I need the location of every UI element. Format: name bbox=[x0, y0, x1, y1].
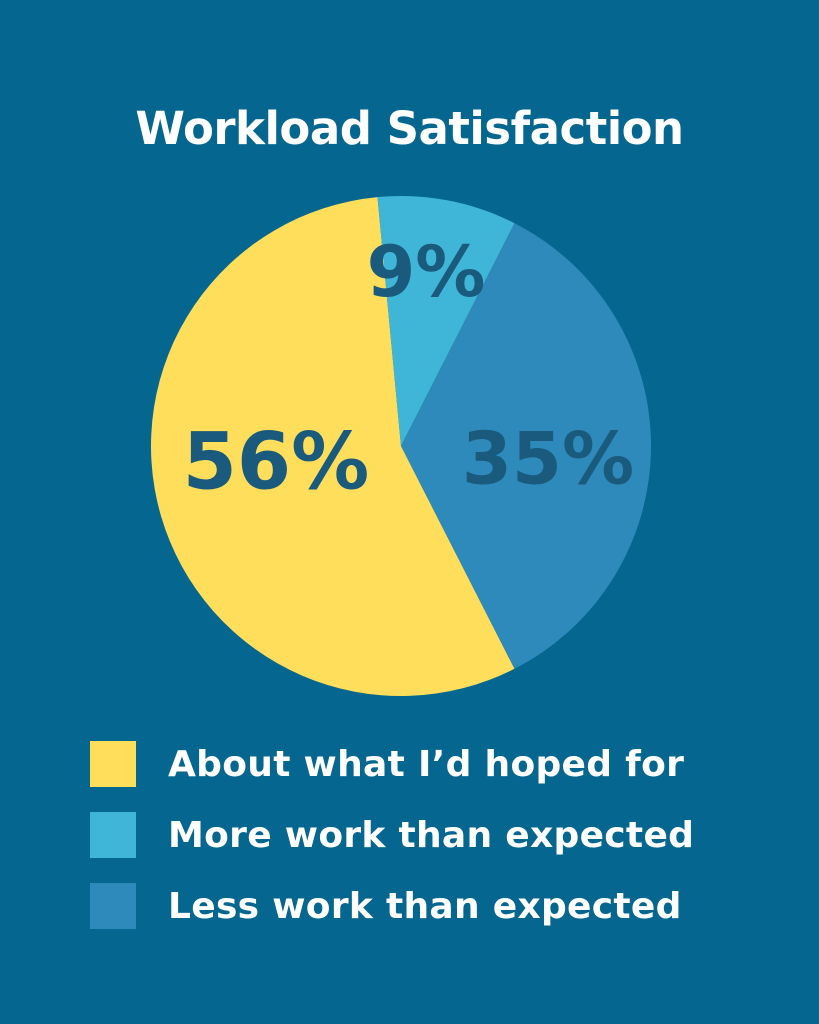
pie-slice-less-work bbox=[401, 223, 651, 669]
legend-swatch bbox=[90, 883, 136, 929]
data-label-hoped-for: 56% bbox=[183, 417, 370, 507]
pie-data-labels: 56% 9% 35% bbox=[183, 231, 635, 507]
legend-swatch bbox=[90, 812, 136, 858]
legend-swatch bbox=[90, 741, 136, 787]
legend-label: About what I’d hoped for bbox=[168, 743, 685, 785]
legend: About what I’d hoped for More work than … bbox=[90, 740, 790, 953]
legend-label: More work than expected bbox=[168, 814, 695, 856]
pie bbox=[150, 196, 651, 697]
legend-item-more-work: More work than expected bbox=[90, 811, 790, 859]
data-label-more-work: 9% bbox=[367, 231, 486, 313]
pie-slice-hoped-for bbox=[150, 197, 515, 697]
legend-item-less-work: Less work than expected bbox=[90, 882, 790, 930]
pie-slice-more-work bbox=[377, 196, 515, 446]
legend-label: Less work than expected bbox=[168, 885, 682, 927]
chart-title: Workload Satisfaction bbox=[135, 102, 684, 155]
legend-item-hoped-for: About what I’d hoped for bbox=[90, 740, 790, 788]
data-label-less-work: 35% bbox=[462, 417, 634, 501]
